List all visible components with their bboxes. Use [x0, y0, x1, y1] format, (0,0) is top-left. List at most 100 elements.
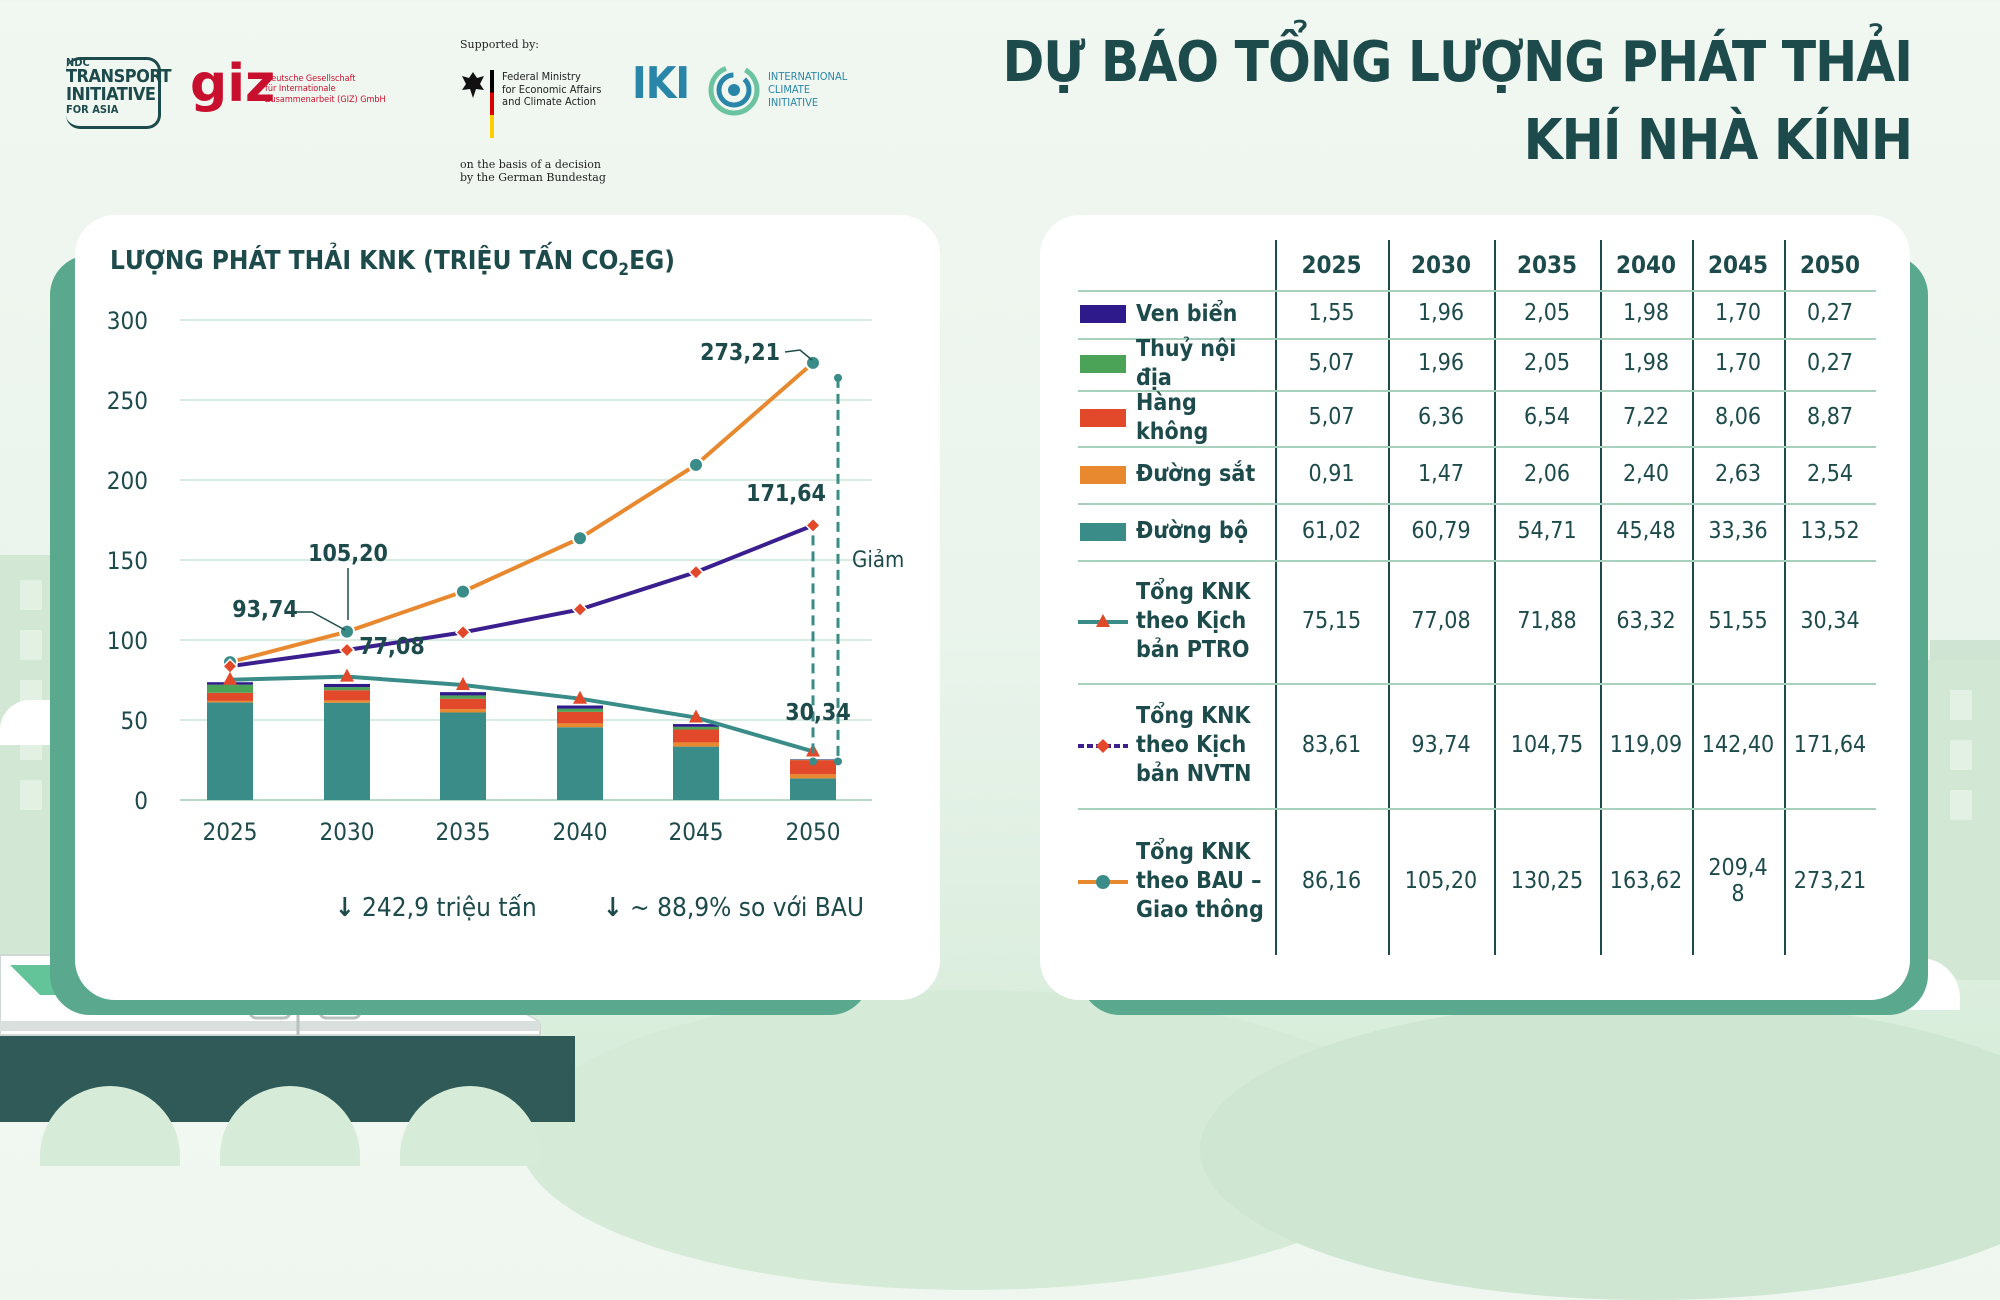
table-row-label-line: theo BAU –	[1136, 867, 1274, 896]
reduction-note-1: ↓ 242,9 triệu tấn	[335, 893, 537, 923]
table-cell: 1,55	[1275, 290, 1388, 338]
page-title-line1: DỰ BÁO TỔNG LƯỢNG PHÁT THẢI	[1002, 30, 1912, 95]
point-bau	[340, 625, 354, 639]
table-cell: 104,75	[1494, 683, 1600, 808]
bar-segment	[324, 703, 370, 800]
table-cell: 2,05	[1494, 338, 1600, 390]
y-tick-label: 50	[121, 707, 148, 735]
table-cell: 130,25	[1494, 808, 1600, 955]
table-row-label-line: theo Kịch	[1136, 731, 1274, 760]
line-ptro	[230, 677, 813, 752]
down-arrow-icon: ↓	[335, 893, 355, 923]
bar-segment	[324, 687, 370, 690]
legend-swatch	[1080, 355, 1126, 373]
table-cell: 0,91	[1275, 446, 1388, 503]
table-row-label-line: Đường bộ	[1136, 517, 1274, 546]
table-row-label-line: bản PTRO	[1136, 636, 1274, 665]
data-label-ptro-2050: 30,34	[785, 700, 850, 726]
table-cell: 5,07	[1275, 338, 1388, 390]
reduction-note-2: ↓ ~ 88,9% so với BAU	[603, 893, 864, 923]
bar-segment	[557, 709, 603, 712]
table-header-year: 2025	[1275, 240, 1388, 290]
table-row-label-line: Giao thông	[1136, 896, 1274, 925]
table-cell: 75,15	[1275, 560, 1388, 683]
legend-line-swatch	[1078, 612, 1128, 632]
table-cell: 61,02	[1275, 503, 1388, 560]
table-cell: 54,71	[1494, 503, 1600, 560]
table-header-year: 2035	[1494, 240, 1600, 290]
page-title-line2: KHÍ NHÀ KÍNH	[1524, 108, 1912, 173]
table-cell: 71,88	[1494, 560, 1600, 683]
point-nvtn	[456, 625, 470, 639]
bar-segment	[324, 690, 370, 700]
table-cell: 2,40	[1600, 446, 1692, 503]
bar-segment	[207, 693, 253, 701]
table-cell: 8,87	[1784, 390, 1876, 446]
bar-segment	[440, 692, 486, 695]
table-cell: 1,98	[1600, 290, 1692, 338]
bar-segment	[557, 706, 603, 709]
table-cell: 2,06	[1494, 446, 1600, 503]
reduction-dot	[834, 757, 842, 765]
bar-segment	[440, 712, 486, 800]
legend-line-swatch	[1078, 872, 1128, 892]
bar-segment	[673, 747, 719, 800]
table-cell: 8,06	[1692, 390, 1784, 446]
table-cell: 2,63	[1692, 446, 1784, 503]
table-row-label: Thuỷ nội địa	[1136, 338, 1274, 390]
point-bau	[456, 585, 470, 599]
reduction-dot	[809, 757, 817, 765]
x-tick-label: 2025	[203, 818, 258, 846]
table-cell: 1,96	[1388, 338, 1494, 390]
data-label-nvtn-2030: 93,74	[232, 597, 297, 623]
bar-segment	[324, 684, 370, 687]
point-bau	[689, 458, 703, 472]
x-tick-label: 2035	[436, 818, 491, 846]
table-cell: 60,79	[1388, 503, 1494, 560]
table-row-label: Đường bộ	[1136, 503, 1274, 560]
table-cell: 33,36	[1692, 503, 1784, 560]
x-tick-label: 2050	[786, 818, 841, 846]
table-cell: 5,07	[1275, 390, 1388, 446]
table-cell: 83,61	[1275, 683, 1388, 808]
x-tick-label: 2040	[553, 818, 608, 846]
bar-segment	[673, 730, 719, 743]
table-cell: 105,20	[1388, 808, 1494, 955]
table-row-label-line: Tổng KNK	[1136, 578, 1274, 607]
legend-line-swatch	[1078, 736, 1128, 756]
label-leader	[292, 612, 345, 630]
table-cell: 209,4 8	[1692, 808, 1784, 955]
bridge-illustration	[0, 1036, 575, 1122]
table-cell: 2,05	[1494, 290, 1600, 338]
legend-swatch	[1080, 466, 1126, 484]
table-row-label-line: Ven biển	[1136, 300, 1274, 329]
table-row-label: Hàng không	[1136, 390, 1274, 446]
bar-segment	[790, 774, 836, 778]
table-row-label: Ven biển	[1136, 290, 1274, 338]
point-nvtn	[689, 565, 703, 579]
table-row-label-line: Tổng KNK	[1136, 838, 1274, 867]
table-cell: 1,47	[1388, 446, 1494, 503]
y-tick-label: 250	[107, 387, 148, 415]
table-cell: 1,70	[1692, 290, 1784, 338]
table-cell: 142,40	[1692, 683, 1784, 808]
table-cell: 2,54	[1784, 446, 1876, 503]
bar-segment	[440, 695, 486, 698]
x-tick-label: 2045	[669, 818, 724, 846]
bar-segment	[790, 778, 836, 800]
table-header-year: 2050	[1784, 240, 1876, 290]
legend-swatch	[1080, 305, 1126, 323]
y-tick-label: 200	[107, 467, 148, 495]
down-arrow-icon: ↓	[603, 893, 623, 923]
bar-segment	[440, 699, 486, 709]
table-cell: 6,36	[1388, 390, 1494, 446]
table-cell: 1,96	[1388, 290, 1494, 338]
y-tick-label: 100	[107, 627, 148, 655]
table-cell: 63,32	[1600, 560, 1692, 683]
y-tick-label: 0	[134, 787, 148, 815]
table-cell: 1,98	[1600, 338, 1692, 390]
table-cell: 6,54	[1494, 390, 1600, 446]
table-row-label-line: bản NVTN	[1136, 760, 1274, 789]
table-row-label-line: Hàng không	[1136, 389, 1274, 447]
